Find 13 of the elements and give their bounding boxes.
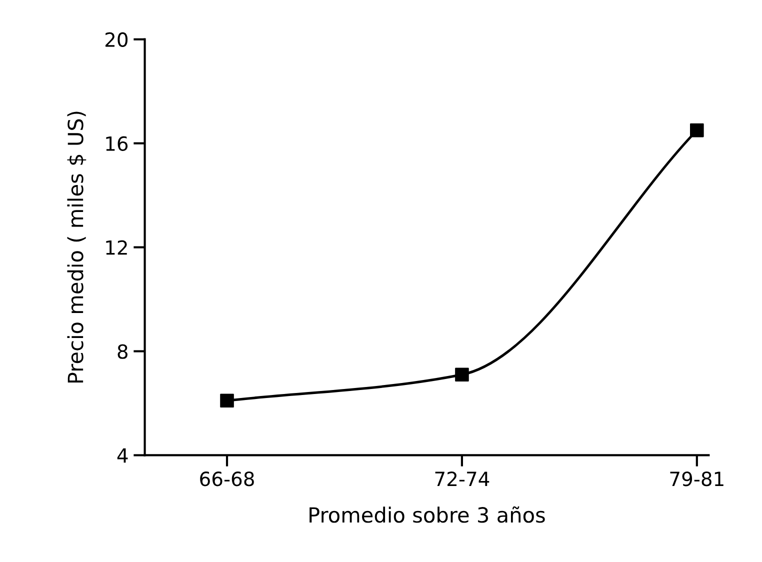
x-tick-label: 66-68 — [200, 472, 254, 486]
point — [690, 123, 704, 138]
point — [455, 368, 469, 382]
x-axis-title: Promedio sobre 3 años — [310, 506, 545, 523]
y-tick-label: 12 — [106, 240, 127, 255]
y-tick-label: 8 — [118, 344, 128, 359]
y-tick-label: 16 — [106, 136, 128, 151]
x-tick-label: 72-74 — [435, 472, 490, 486]
y-axis-title: Precio medio ( miles $ US) — [67, 112, 86, 383]
y-tick-label: 4 — [117, 448, 128, 463]
y-tick-label: 20 — [105, 32, 128, 48]
x-tick-label: 79-81 — [670, 472, 724, 486]
point — [220, 394, 234, 408]
